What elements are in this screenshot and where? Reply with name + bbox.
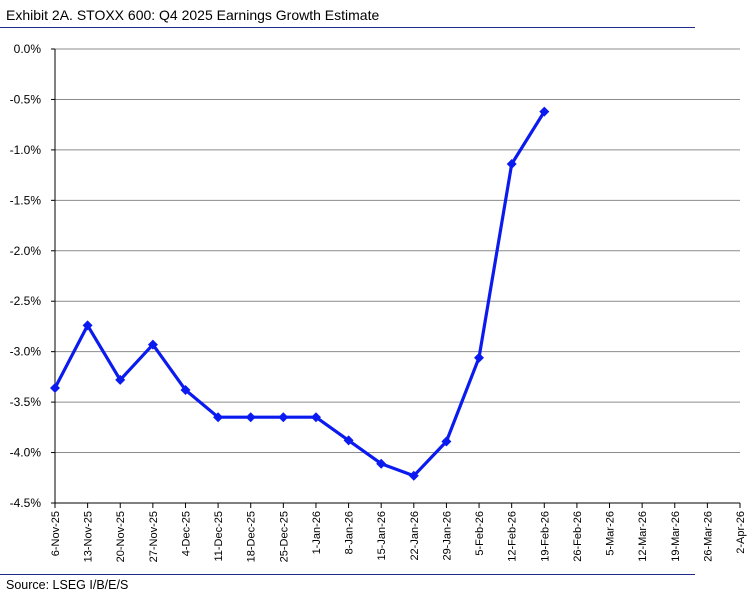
x-tick-label: 25-Dec-25 <box>278 511 290 562</box>
data-point <box>539 106 550 117</box>
data-point <box>50 383 60 393</box>
y-tick-label: -1.0% <box>10 143 42 157</box>
x-tick-label: 18-Dec-25 <box>246 511 258 562</box>
x-axis-ticks: 6-Nov-25 13-Nov-25 20-Nov-25 27-Nov-25 4-Dec… <box>50 511 747 562</box>
x-tick-label: 5-Feb-26 <box>474 511 486 556</box>
data-point <box>245 412 256 423</box>
x-tick-label: 19-Mar-26 <box>670 511 682 562</box>
data-point <box>474 352 484 363</box>
x-tick-label: 20-Nov-25 <box>115 511 127 562</box>
title-divider <box>0 27 695 28</box>
x-tick-label: 6-Nov-25 <box>50 511 62 556</box>
data-point <box>311 412 321 423</box>
series-line <box>53 110 546 478</box>
data-point <box>82 320 93 331</box>
data-point <box>213 412 224 423</box>
x-tick-label: 26-Feb-26 <box>572 511 584 562</box>
data-point <box>441 436 452 447</box>
x-tick-label: 8-Jan-26 <box>344 511 356 554</box>
data-point <box>343 435 354 446</box>
x-tick-label: 11-Dec-25 <box>213 511 225 562</box>
data-point <box>115 374 126 385</box>
data-point <box>506 159 517 169</box>
x-tick-label: 26-Mar-26 <box>702 511 714 562</box>
x-tick-label: 4-Dec-25 <box>180 511 192 556</box>
y-tick-label: -1.5% <box>10 193 42 207</box>
x-tick-label: 15-Jan-26 <box>376 511 388 561</box>
y-tick-label: -2.0% <box>10 244 42 258</box>
y-tick-label: 0.0% <box>14 42 42 56</box>
y-axis-ticks: 0.0% -0.5% -1.0% -1.5% -2.0% -2.5% -3.0% -3.5% -… <box>10 42 42 510</box>
data-point <box>376 458 387 469</box>
axes <box>51 48 741 508</box>
x-tick-label: 5-Mar-26 <box>605 511 617 556</box>
data-point <box>408 470 419 481</box>
y-tick-label: -0.5% <box>10 92 42 106</box>
y-tick-label: -3.5% <box>10 395 42 409</box>
chart-title: Exhibit 2A. STOXX 600: Q4 2025 Earnings … <box>6 7 380 23</box>
x-tick-label: 13-Nov-25 <box>83 511 95 562</box>
gridlines <box>55 48 740 454</box>
data-point <box>278 412 289 423</box>
x-tick-label: 27-Nov-25 <box>148 511 160 562</box>
x-tick-label: 12-Mar-26 <box>637 511 649 562</box>
series <box>50 106 550 481</box>
x-tick-label: 1-Jan-26 <box>311 511 323 554</box>
x-tick-label: 19-Feb-26 <box>539 511 551 562</box>
source-note: Source: LSEG I/B/E/S <box>6 578 129 592</box>
data-point <box>180 385 191 395</box>
y-tick-label: -3.0% <box>10 345 42 359</box>
x-tick-label: 12-Feb-26 <box>507 511 519 562</box>
x-tick-label: 29-Jan-26 <box>441 511 453 561</box>
data-point <box>147 339 158 350</box>
y-tick-label: -2.5% <box>10 294 42 308</box>
x-tick-label: 2-Apr-26 <box>735 511 747 554</box>
x-tick-label: 22-Jan-26 <box>409 511 421 561</box>
source-divider <box>0 574 695 575</box>
y-tick-label: -4.5% <box>10 496 42 510</box>
y-tick-label: -4.0% <box>10 446 42 460</box>
